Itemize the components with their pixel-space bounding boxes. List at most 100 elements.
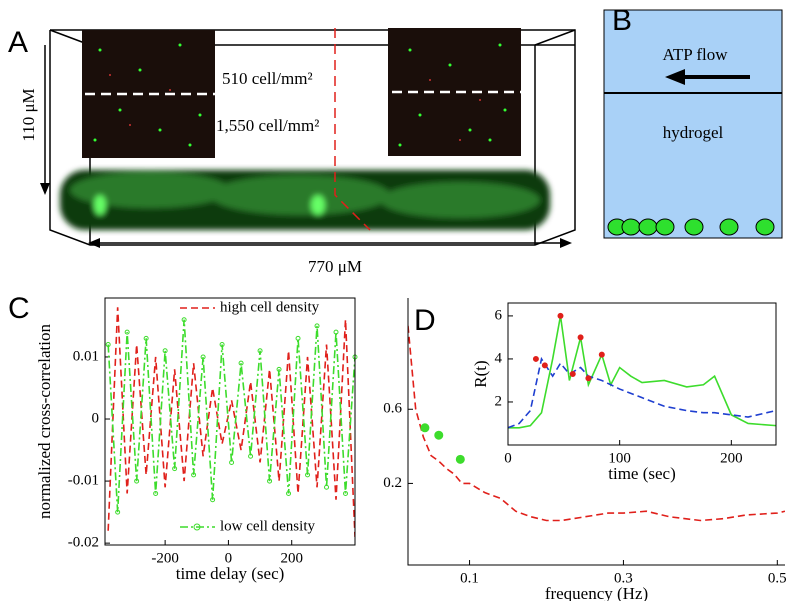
chamber [603, 9, 783, 239]
panel-b: B ATP flow hydrogel [603, 4, 783, 239]
x-axis-label: time (sec) [608, 464, 676, 483]
chart: 0.1 0.3 0.5 0.2 0.6 frequency (Hz) D [383, 298, 787, 601]
x-tick-label: 200 [280, 550, 303, 566]
y-axis-label: normalized cross-correlation [35, 324, 54, 519]
data-point [162, 348, 168, 354]
data-point [295, 335, 301, 341]
axes [407, 298, 785, 566]
density-label: 510 cell/mm² [222, 69, 313, 88]
data-point [143, 335, 149, 341]
data-point [115, 509, 121, 515]
chart: -200 0 200 -0.02 -0.01 0 0.01 high cell density… [8, 292, 358, 583]
data-point [324, 484, 330, 490]
data-point [333, 329, 339, 335]
data-point [153, 490, 159, 496]
data-point [455, 454, 465, 464]
series-line [107, 319, 355, 513]
cell-blob [380, 182, 540, 218]
data-point [172, 466, 178, 472]
plot-frame [507, 302, 777, 446]
data-point [124, 329, 130, 335]
data-point [191, 472, 197, 478]
panel-label: D [414, 304, 436, 337]
cell-blob [311, 195, 325, 215]
data-point [248, 453, 254, 459]
plot-frame [104, 297, 356, 546]
y-tick-label: 0.6 [383, 401, 402, 417]
data-point [420, 423, 430, 433]
cells [607, 218, 775, 236]
data-point [598, 351, 605, 358]
data-point [314, 323, 320, 329]
legend-label: low cell density [220, 518, 315, 534]
panel-a: A 110 μM 770 μM 510 cell/mm² 1,550 cell/… [8, 26, 576, 276]
data-point [286, 490, 292, 496]
arrow-head [40, 183, 50, 195]
arrow-head [560, 238, 572, 248]
x-tick-label: 0.1 [460, 570, 479, 586]
x-tick-label: 200 [720, 450, 743, 466]
legend-label: high cell density [220, 299, 320, 315]
y-tick-label: 6 [495, 307, 503, 323]
section-line [334, 28, 371, 231]
data-point [577, 334, 584, 341]
chart: 0 100 200 2 4 6 time (sec) R(t) [471, 302, 777, 483]
width-label: 770 μM [308, 257, 362, 276]
data-point [238, 360, 244, 366]
data-point [200, 354, 206, 360]
x-tick-label: 0.5 [768, 570, 787, 586]
cell-blob [70, 172, 230, 208]
data-point [343, 490, 349, 496]
data-point [585, 375, 592, 382]
y-tick-label: 0.01 [73, 348, 99, 364]
data-point [541, 362, 548, 369]
arrow-head [88, 238, 100, 248]
x-tick-label: 0.3 [614, 570, 633, 586]
y-tick-label: 0.2 [383, 475, 402, 491]
data-point [532, 355, 539, 362]
y-axis-label: R(t) [471, 360, 490, 387]
x-tick-label: 0 [225, 550, 233, 566]
density-label: 1,550 cell/mm² [216, 116, 319, 135]
x-axis-label: time delay (sec) [176, 564, 285, 583]
micrograph-cells-red [109, 74, 481, 141]
data-point [569, 371, 576, 377]
inset-background [508, 303, 776, 445]
micrograph-cells [93, 43, 507, 147]
y-tick-label: 4 [495, 350, 503, 366]
flow-label: ATP flow [662, 45, 728, 64]
cell-layer [60, 170, 550, 230]
data-point [219, 342, 225, 348]
cell-blob [210, 175, 390, 215]
data-point [557, 312, 564, 319]
panel-label: C [8, 292, 30, 325]
y-tick-label: -0.02 [68, 535, 99, 551]
x-axis-label: frequency (Hz) [545, 584, 648, 601]
data-point [434, 430, 444, 440]
data-point [267, 478, 273, 484]
x-tick-label: 100 [608, 450, 631, 466]
panel-label: B [612, 4, 632, 37]
data-point [257, 348, 263, 354]
x-tick-label: 0 [504, 450, 512, 466]
data-point [210, 497, 216, 503]
cell-blob [94, 195, 106, 215]
panel-label: A [8, 26, 28, 59]
y-tick-label: 0 [92, 410, 100, 426]
height-label: 110 μM [19, 88, 38, 141]
x-tick-label: -200 [151, 550, 179, 566]
data-point [229, 459, 235, 465]
y-tick-label: -0.01 [68, 473, 99, 489]
series-line [107, 307, 355, 537]
y-tick-label: 2 [495, 393, 503, 409]
arrow-head [665, 69, 685, 85]
gel-label: hydrogel [663, 123, 724, 142]
micrograph [388, 28, 521, 156]
box-edge [534, 29, 576, 46]
data-point [276, 366, 282, 372]
data-point [134, 478, 140, 484]
data-point [181, 317, 187, 323]
data-point [305, 472, 311, 478]
